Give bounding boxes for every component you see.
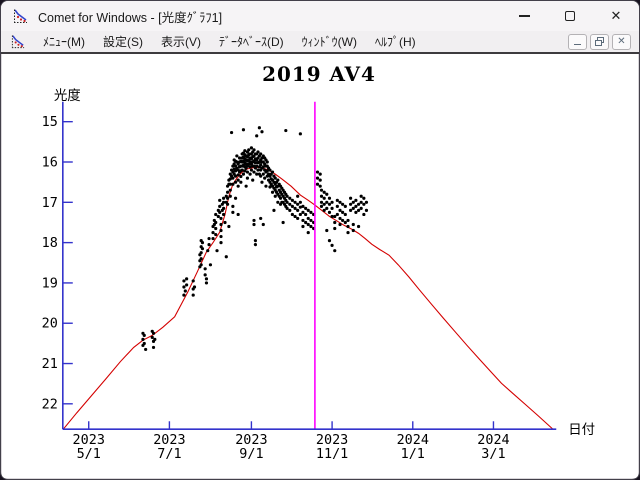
magnitude-tick-label: 18 xyxy=(42,236,58,251)
magnitude-tick-label: 20 xyxy=(42,317,58,332)
minimize-button[interactable] xyxy=(501,1,547,31)
date-tick-year-label: 2024 xyxy=(477,433,509,448)
magnitude-tick-label: 21 xyxy=(42,357,58,372)
date-tick-year-label: 2023 xyxy=(153,433,185,448)
close-icon: ✕ xyxy=(610,8,622,24)
date-tick-year-label: 2024 xyxy=(397,433,429,448)
titlebar: Comet for Windows - [光度ｸﾞﾗﾌ1] ✕ xyxy=(1,1,639,31)
mdi-minimize-button[interactable] xyxy=(568,33,587,50)
light-curve-chart: 151617181920212220235/120237/120239/1202… xyxy=(42,62,596,462)
date-tick-day-label: 11/1 xyxy=(316,447,348,462)
menubar: ﾒﾆｭｰ(M) 設定(S) 表示(V) ﾃﾞｰﾀﾍﾞｰｽ(D) ｳｨﾝﾄﾞｳ(W) ﾍﾙﾌ… xyxy=(1,31,639,54)
menubar-item-5[interactable]: ﾍﾙﾌﾟ(H) xyxy=(375,35,416,49)
date-tick-day-label: 9/1 xyxy=(239,447,263,462)
date-tick-year-label: 2023 xyxy=(235,433,267,448)
date-tick-day-label: 7/1 xyxy=(157,447,181,462)
y-axis-title: 光度 xyxy=(54,88,81,104)
mdi-minimize-icon xyxy=(574,43,581,46)
chart-client-area: 15 16 17 18 19 20 21 22 2023 5/1 2023 7/1 2023 9/1 202… xyxy=(2,56,638,478)
date-tick-day-label: 1/1 xyxy=(401,447,425,462)
magnitude-tick-label: 22 xyxy=(42,397,58,412)
mdi-close-icon: ✕ xyxy=(617,35,626,47)
maximize-button[interactable] xyxy=(547,1,593,31)
magnitude-tick-label: 15 xyxy=(42,115,58,130)
menubar-item-2[interactable]: 表示(V) xyxy=(161,35,201,49)
menu-items: ﾒﾆｭｰ(M) 設定(S) 表示(V) ﾃﾞｰﾀﾍﾞｰｽ(D) ｳｨﾝﾄﾞｳ(W) ﾍﾙﾌ… xyxy=(34,31,425,52)
app-icon xyxy=(14,9,27,23)
window-title: Comet for Windows - [光度ｸﾞﾗﾌ1] xyxy=(38,10,223,25)
date-tick-day-label: 3/1 xyxy=(481,447,505,462)
magnitude-tick-label: 16 xyxy=(42,155,58,170)
maximize-icon xyxy=(565,11,575,21)
model-light-curve xyxy=(63,166,554,430)
menubar-item-0[interactable]: ﾒﾆｭｰ(M) xyxy=(43,35,85,49)
mdi-restore-button[interactable] xyxy=(590,33,609,50)
mdi-close-button[interactable]: ✕ xyxy=(612,33,631,50)
menubar-item-1[interactable]: 設定(S) xyxy=(103,35,143,49)
document-chart-icon xyxy=(11,35,25,49)
magnitude-tick-label: 19 xyxy=(42,276,58,291)
minimize-icon xyxy=(518,15,530,17)
x-axis-title: 日付 xyxy=(568,422,595,438)
mdi-restore-icon xyxy=(595,37,604,46)
menubar-item-3[interactable]: ﾃﾞｰﾀﾍﾞｰｽ(D) xyxy=(219,35,284,49)
observation-points xyxy=(141,126,369,352)
chart-title: 2019 AV4 xyxy=(262,62,376,86)
mdi-window-buttons: ✕ xyxy=(568,33,633,50)
date-tick-day-label: 5/1 xyxy=(77,447,101,462)
magnitude-tick-label: 17 xyxy=(42,196,58,211)
date-tick-year-label: 2023 xyxy=(73,433,105,448)
date-tick-year-label: 2023 xyxy=(316,433,348,448)
close-button[interactable]: ✕ xyxy=(593,1,639,31)
menubar-item-4[interactable]: ｳｨﾝﾄﾞｳ(W) xyxy=(301,35,357,49)
